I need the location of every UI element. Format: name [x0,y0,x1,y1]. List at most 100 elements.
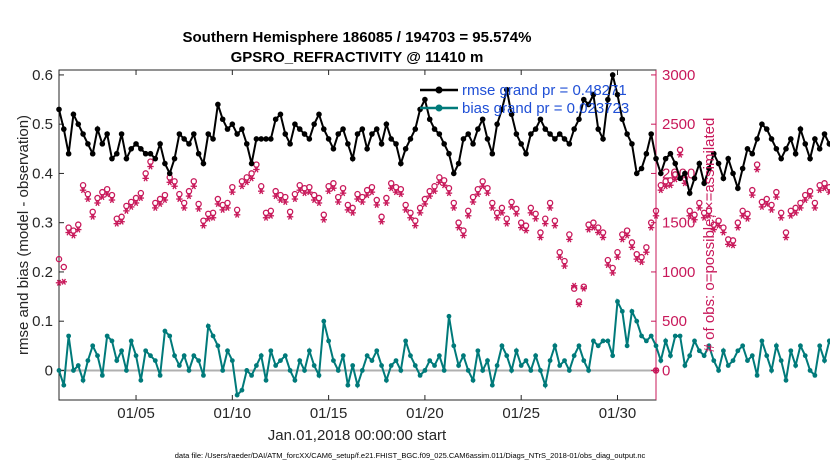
rmse-point [426,116,433,123]
rmse-point [200,160,207,167]
obs-possible-point [773,188,780,196]
bias-point [297,358,303,363]
rmse-point [561,136,568,142]
rmse-point [528,131,534,137]
obs-possible-point [416,204,424,212]
obs-assimilated-point [773,193,780,201]
bias-point [345,382,351,388]
bias-point [181,353,187,359]
obs-possible-point [619,231,626,238]
obs-assimilated-point [349,209,356,216]
obs-assimilated-point [696,204,703,212]
bias-point [528,368,534,373]
obs-assimilated-point [123,207,130,214]
bias-point [331,358,336,363]
obs-assimilated-point [647,224,655,231]
obs-assimilated-point [744,215,751,222]
rmse-point [138,146,144,152]
rmse-point [147,150,154,157]
rmse-point [292,121,298,127]
rmse-point [629,141,635,147]
obs-assimilated-point [527,209,535,216]
obs-assimilated-point [585,226,592,233]
obs-possible-point [373,196,381,204]
rmse-point [600,136,606,142]
bias-point [321,318,327,324]
bias-point [788,348,794,354]
bias-point [441,368,447,373]
obs-possible-point [657,182,665,189]
bias-point [696,348,702,354]
rmse-point [277,111,284,118]
rmse-point [595,126,602,132]
obs-possible-point [402,201,409,209]
rmse-point [393,141,399,147]
bias-point [239,387,245,393]
obs-assimilated-point [416,209,424,216]
obs-assimilated-point [672,176,679,183]
bias-point [229,358,235,363]
obs-possible-point [161,191,169,199]
obs-possible-point [320,211,328,219]
rmse-point [725,155,732,162]
bias-point [711,358,717,363]
bias-point [119,348,124,354]
bias-point [778,358,784,363]
obs-possible-series [55,146,830,374]
obs-possible-point [609,264,616,272]
obs-possible-point [99,188,106,196]
obs-assimilated-point [787,212,795,219]
rmse-point [431,126,438,132]
obs-possible-point [412,217,419,224]
rmse-point [807,155,813,162]
rmse-point [398,160,404,167]
obs-assimilated-point [609,269,616,277]
rmse-point [513,131,520,137]
bias-point [432,363,437,368]
obs-possible-point [623,227,631,234]
obs-possible-point [652,207,660,215]
obs-assimilated-point [768,206,775,213]
obs-assimilated-point [277,196,284,204]
obs-possible-point [710,221,718,228]
obs-possible-point [474,185,482,193]
obs-possible-point [768,201,775,209]
rmse-point [624,131,630,137]
obs-possible-point [190,178,198,185]
chart-title-line1: Southern Hemisphere 186085 / 194703 = 95… [183,29,532,46]
rmse-point [754,136,760,142]
bias-point [56,368,62,373]
bias-point [485,358,490,363]
obs-assimilated-point [55,279,63,286]
bias-point [186,368,192,373]
obs-possible-point [826,183,830,191]
bias-point [725,363,731,368]
rmse-point [306,136,313,142]
obs-possible-point [55,255,63,263]
obs-assimilated-point [725,241,732,248]
obs-possible-point [291,190,299,198]
rmse-point [402,146,409,152]
rmse-point [518,141,524,147]
obs-assimilated-point [474,191,482,198]
bias-point [114,358,120,363]
obs-assimilated-point [118,218,125,225]
rmse-point [821,131,828,137]
bias-point [234,392,240,398]
obs-assimilated-point [575,301,583,308]
rmse-point [253,136,260,142]
obs-assimilated-point [306,189,313,196]
bias-point [624,343,630,349]
bias-point [355,382,360,388]
obs-possible-point [60,263,68,271]
rmse-point [388,136,395,142]
rmse-point [162,160,168,167]
obs-assimilated-point [248,175,255,182]
y-tick-left-label: 0.2 [32,264,53,281]
rmse-point [104,131,110,137]
bias-point [639,333,644,339]
bias-point [807,368,813,373]
obs-assimilated-point [450,204,457,212]
bias-point [595,343,601,349]
obs-assimilated-point [407,214,414,221]
